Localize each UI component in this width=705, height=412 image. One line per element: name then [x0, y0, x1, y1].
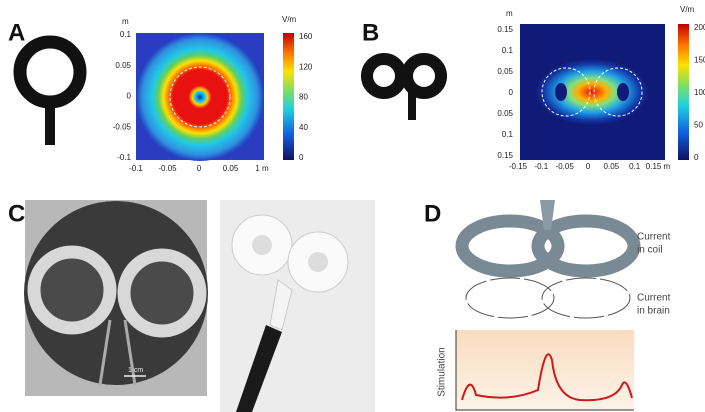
caption: in coil [637, 245, 663, 256]
x-tick-label: -0.15 [509, 162, 528, 171]
y-tick-label: 0.15 [497, 25, 513, 34]
x-tick-label: -0.1 [534, 162, 548, 171]
colorbar-tick-label: 200 [694, 23, 705, 32]
caption: Current [637, 232, 671, 243]
panel-label: C [8, 200, 25, 227]
field [136, 33, 264, 161]
y-tick-label: 0 [127, 92, 132, 101]
x-tick-label: 1 m [255, 164, 269, 173]
coil-icon [367, 59, 441, 120]
colorbar-tick-label: 80 [299, 93, 308, 102]
colorbar [678, 24, 689, 160]
x-tick-label: -0.05 [556, 162, 575, 171]
axis-unit: m [506, 9, 513, 18]
y-tick-label: 0.05 [497, 109, 513, 118]
x-tick-label: 0.15 m [646, 162, 671, 171]
field-hole [555, 83, 567, 101]
field [534, 58, 650, 126]
x-tick-label: 0 [586, 162, 591, 171]
colorbar-tick-label: 50 [694, 121, 703, 130]
colorbar-tick-label: 100 [694, 88, 705, 97]
colorbar-tick-label: 120 [299, 62, 313, 71]
y-tick-label: 0.15 [497, 151, 513, 160]
xray-coil [34, 252, 110, 328]
x-tick-label: -0.05 [158, 164, 177, 173]
caption: Current [637, 293, 671, 304]
x-tick-label: 0 [197, 164, 202, 173]
panel-label: D [424, 200, 441, 227]
y-tick-label: 0.1 [120, 30, 132, 39]
panel-label: A [8, 19, 25, 46]
plot-ylabel: Stimulation [437, 347, 448, 396]
colorbar-tick-label: 40 [299, 123, 308, 132]
axis-unit: m [122, 17, 129, 26]
colorbar-tick-label: 160 [299, 32, 313, 41]
colorbar-tick-label: 150 [694, 56, 705, 65]
x-tick-label: 0.05 [604, 162, 620, 171]
brain-current [466, 278, 630, 318]
colorbar-tick-label: 0 [299, 153, 304, 162]
xray-coil [124, 255, 200, 331]
x-tick-label: -0.1 [129, 164, 143, 173]
field-hole [617, 83, 629, 101]
caption: in brain [637, 306, 670, 317]
y-tick-label: 0.1 [502, 130, 514, 139]
colorbar-unit: V/m [282, 15, 297, 24]
colorbar-tick-label: 0 [694, 153, 699, 162]
y-tick-label: -0.05 [113, 122, 132, 131]
scale-label: 1 cm [128, 367, 143, 374]
colorbar-unit: V/m [680, 5, 695, 14]
panel-label: B [362, 19, 379, 46]
coil-diagram [462, 200, 634, 271]
x-tick-label: 0.1 [629, 162, 641, 171]
y-tick-label: 0.05 [115, 61, 131, 70]
coil-icon [20, 42, 80, 145]
y-tick-label: 0.05 [497, 67, 513, 76]
colorbar [283, 33, 294, 160]
y-tick-label: 0.1 [502, 46, 514, 55]
y-tick-label: 0 [509, 88, 514, 97]
x-tick-label: 0.05 [223, 164, 239, 173]
y-tick-label: -0.1 [117, 153, 131, 162]
figure: A m V/m B m V/m C 1 cm D Current in coil… [0, 0, 705, 412]
